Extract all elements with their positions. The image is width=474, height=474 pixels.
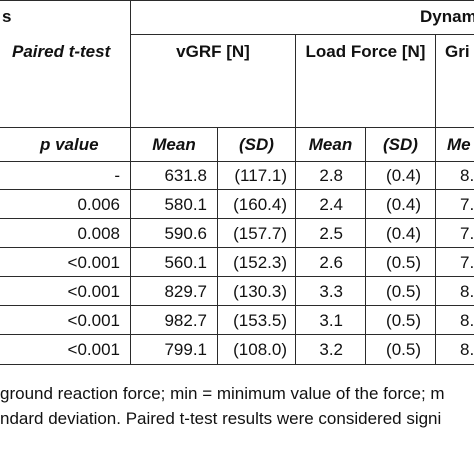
cell-vgrf-sd: (160.4) — [233, 195, 287, 214]
header-divider — [0, 127, 474, 128]
column-divider — [365, 127, 366, 364]
cell-vgrf-sd: (117.1) — [234, 166, 287, 185]
footnote-line: ndard deviation. Paired t-test results w… — [0, 409, 442, 428]
cell-p-value: <0.001 — [67, 311, 120, 330]
column-divider — [295, 34, 296, 364]
header-mean-fragment: Me — [447, 135, 471, 154]
header-load-force: Load Force [N] — [305, 42, 426, 61]
header-divider — [0, 161, 474, 162]
cell-lf-mean: 2.8 — [319, 166, 343, 185]
cell-vgrf-sd: (152.3) — [233, 253, 287, 272]
header-divider — [130, 34, 474, 35]
cell-lf-sd: (0.5) — [386, 253, 421, 272]
cell-lf-sd: (0.5) — [386, 282, 421, 301]
cell-p-value: <0.001 — [67, 340, 120, 359]
cell-lf-sd: (0.4) — [386, 166, 421, 185]
cell-lf-sd: (0.5) — [386, 311, 421, 330]
cell-lf-mean: 2.5 — [319, 224, 343, 243]
row-divider — [0, 305, 474, 306]
footnote-line: ground reaction force; min = minimum val… — [0, 384, 445, 403]
cell-vgrf-mean: 560.1 — [164, 253, 207, 272]
cell-grip-fragment: 7. — [460, 224, 474, 243]
cell-vgrf-sd: (108.0) — [233, 340, 287, 359]
row-divider — [0, 276, 474, 277]
cell-grip-fragment: 8. — [460, 340, 474, 359]
cell-grip-fragment: 7. — [460, 195, 474, 214]
header-mean: Mean — [308, 135, 353, 154]
cell-vgrf-sd: (130.3) — [233, 282, 287, 301]
table-border-top — [0, 0, 474, 1]
header-dynamic: Dynam — [420, 7, 474, 26]
cell-vgrf-sd: (153.5) — [233, 311, 287, 330]
cell-vgrf-mean: 982.7 — [164, 311, 207, 330]
cell-vgrf-mean: 631.8 — [164, 166, 207, 185]
header-sd: (SD) — [383, 135, 418, 154]
row-divider — [0, 334, 474, 335]
cell-lf-mean: 2.4 — [319, 195, 343, 214]
cell-vgrf-mean: 590.6 — [164, 224, 207, 243]
cell-grip-fragment: 8. — [460, 311, 474, 330]
cell-lf-sd: (0.5) — [386, 340, 421, 359]
header-grip: Gri — [445, 42, 470, 61]
cell-lf-mean: 2.6 — [319, 253, 343, 272]
header-p-value: p value — [40, 135, 99, 154]
cell-grip-fragment: 8. — [460, 282, 474, 301]
header-paired-ttest: Paired t-test — [12, 42, 111, 61]
cell-grip-fragment: 7. — [460, 253, 474, 272]
cell-lf-sd: (0.4) — [386, 195, 421, 214]
header-mean: Mean — [152, 135, 196, 154]
column-divider — [435, 34, 436, 364]
cell-vgrf-mean: 829.7 — [164, 282, 207, 301]
row-divider — [0, 247, 474, 248]
cell-lf-mean: 3.3 — [319, 282, 343, 301]
column-divider — [130, 0, 131, 364]
row-divider — [0, 189, 474, 190]
cell-p-value: 0.006 — [77, 195, 120, 214]
cell-lf-mean: 3.2 — [319, 340, 343, 359]
header-fragment-left: s — [2, 7, 12, 26]
cell-vgrf-mean: 799.1 — [164, 340, 207, 359]
cell-p-value: - — [114, 166, 120, 185]
row-divider — [0, 218, 474, 219]
column-divider — [217, 127, 218, 364]
cell-grip-fragment: 8. — [460, 166, 474, 185]
cell-p-value: <0.001 — [67, 253, 120, 272]
table-border-bottom — [0, 364, 474, 365]
cell-vgrf-sd: (157.7) — [233, 224, 287, 243]
header-sd: (SD) — [239, 135, 274, 154]
header-vgrf: vGRF [N] — [176, 42, 250, 61]
cell-lf-sd: (0.4) — [386, 224, 421, 243]
cell-vgrf-mean: 580.1 — [164, 195, 207, 214]
cell-p-value: 0.008 — [77, 224, 120, 243]
cell-lf-mean: 3.1 — [319, 311, 343, 330]
cell-p-value: <0.001 — [67, 282, 120, 301]
